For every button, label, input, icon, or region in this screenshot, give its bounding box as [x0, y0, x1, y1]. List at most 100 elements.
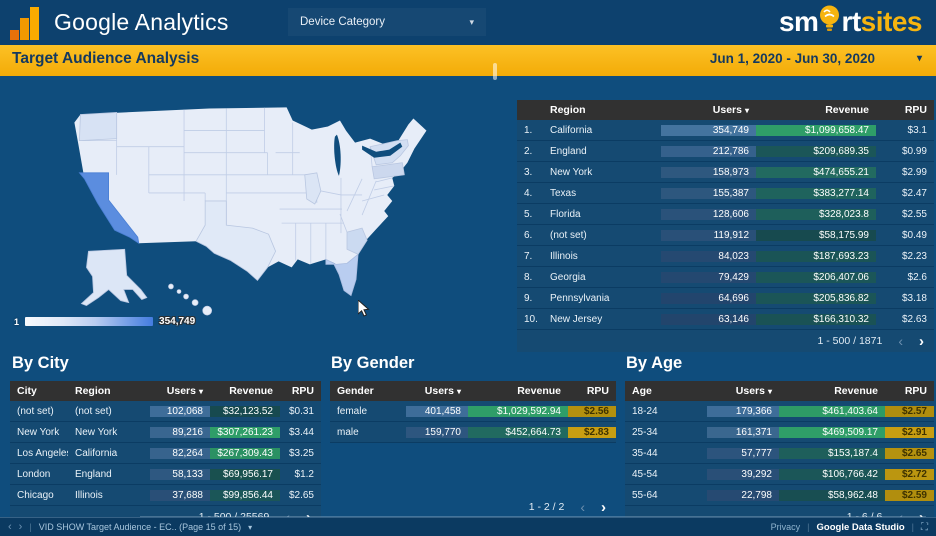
col-users[interactable]: Users ▾	[424, 385, 461, 397]
state-florida[interactable]	[325, 253, 359, 297]
state-hawaii[interactable]	[168, 283, 213, 316]
cell-users: 82,264	[150, 447, 210, 459]
cell-users: 63,146	[661, 313, 756, 325]
cell-rpu: $3.25	[288, 447, 314, 459]
cell-rpu: $2.57	[885, 405, 934, 417]
city-table-header: City Region Users ▾ Revenue RPU	[10, 381, 321, 401]
cell-revenue: $206,407.06	[756, 271, 876, 283]
by-age-title: By Age	[626, 354, 683, 372]
report-page-selector[interactable]: VID SHOW Target Audience - EC.. (Page 15…	[38, 522, 242, 532]
table-row: 8. Georgia 79,429 $206,407.06 $2.6	[517, 267, 934, 288]
date-range-picker[interactable]: Jun 1, 2020 - Jun 30, 2020 ▾	[710, 51, 922, 66]
col-revenue[interactable]: Revenue	[834, 385, 878, 397]
col-region[interactable]: Region	[75, 385, 111, 397]
state-illinois[interactable]	[304, 172, 322, 205]
lightbulb-icon	[820, 5, 840, 31]
prev-report-page-icon[interactable]: ‹	[8, 520, 12, 533]
prev-page-icon[interactable]: ‹	[898, 333, 903, 349]
table-row: 10. New Jersey 63,146 $166,310.32 $2.63	[517, 309, 934, 330]
gender-table-body: female 401,458 $1,029,592.94 $2.56 male …	[330, 401, 616, 443]
cell-city: Chicago	[17, 489, 54, 501]
cell-rank: 5.	[524, 208, 533, 220]
col-rpu[interactable]: RPU	[904, 104, 927, 116]
cell-rank: 8.	[524, 271, 533, 283]
state-california[interactable]	[78, 172, 140, 245]
table-row: 45-54 39,292 $106,766.42 $2.72	[625, 464, 934, 485]
col-rpu[interactable]: RPU	[904, 385, 927, 397]
cell-gender: male	[337, 426, 359, 438]
col-revenue[interactable]: Revenue	[517, 385, 561, 397]
sort-desc-icon: ▾	[456, 387, 461, 396]
cell-rpu: $2.99	[901, 166, 927, 178]
state-washington[interactable]	[79, 112, 118, 142]
cell-revenue: $58,175.99	[756, 229, 876, 241]
cell-city: (not set)	[17, 405, 54, 417]
col-city[interactable]: City	[17, 385, 37, 397]
col-region[interactable]: Region	[550, 104, 586, 116]
cell-users: 39,292	[707, 468, 779, 480]
col-users[interactable]: Users ▾	[166, 385, 203, 397]
cell-revenue: $69,956.17	[210, 468, 280, 480]
fullscreen-icon[interactable]: ⛶	[921, 521, 928, 533]
region-table-body: 1. California 354,749 $1,099,658.47 $3.1…	[517, 120, 934, 330]
col-revenue[interactable]: Revenue	[229, 385, 273, 397]
cell-rpu: $2.59	[885, 489, 934, 501]
state-georgia[interactable]	[346, 227, 368, 255]
cell-rpu: $3.18	[901, 292, 927, 304]
cell-users: 102,068	[150, 405, 210, 417]
cell-rpu: $3.1	[907, 124, 927, 136]
table-row: female 401,458 $1,029,592.94 $2.56	[330, 401, 616, 422]
cell-revenue: $452,664.73	[468, 426, 568, 438]
cell-revenue: $106,766.42	[779, 468, 885, 480]
table-row: Los Angeles California 82,264 $267,309.4…	[10, 443, 321, 464]
next-report-page-icon[interactable]: ›	[18, 520, 23, 533]
cell-region: New York	[75, 426, 118, 438]
cell-users: 37,688	[150, 489, 210, 501]
privacy-link[interactable]: Privacy	[770, 522, 801, 532]
device-category-filter[interactable]: Device Category ▾	[288, 8, 486, 36]
legend-max-value: 354,749	[159, 316, 196, 327]
col-gender[interactable]: Gender	[337, 385, 374, 397]
state-pennsylvania[interactable]	[371, 162, 405, 180]
chevron-down-icon: ▾	[916, 53, 922, 64]
cell-users: 64,696	[661, 292, 756, 304]
next-page-icon[interactable]: ›	[919, 332, 924, 350]
prev-page-icon[interactable]: ‹	[580, 499, 585, 515]
cell-rank: 4.	[524, 187, 533, 199]
cell-rank: 3.	[524, 166, 533, 178]
table-row: (not set) (not set) 102,068 $32,123.52 $…	[10, 401, 321, 422]
cell-revenue: $205,836.82	[756, 292, 876, 304]
cell-rpu: $2.83	[568, 426, 616, 438]
state-alaska[interactable]	[80, 248, 148, 307]
next-page-icon[interactable]: ›	[601, 498, 606, 516]
state-texas[interactable]	[195, 200, 277, 282]
lake-michigan	[334, 134, 341, 176]
google-data-studio-link[interactable]: Google Data Studio	[816, 521, 905, 533]
cell-users: 89,216	[150, 426, 210, 438]
cell-city: New York	[17, 426, 60, 438]
cell-rpu: $1.2	[294, 468, 314, 480]
sort-desc-icon: ▾	[767, 387, 772, 396]
cell-region: Illinois	[550, 250, 578, 262]
gender-table: Gender Users ▾ Revenue RPU female 401,458…	[330, 381, 616, 518]
horizontal-scrollbar[interactable]	[140, 516, 926, 517]
col-users[interactable]: Users ▾	[735, 385, 772, 397]
divider: |	[29, 522, 32, 532]
col-users[interactable]: Users ▾	[712, 104, 749, 116]
region-table-header: Region Users ▾ Revenue RPU	[517, 100, 934, 120]
us-choropleth-map[interactable]	[8, 82, 516, 324]
col-revenue[interactable]: Revenue	[825, 104, 869, 116]
col-rpu[interactable]: RPU	[586, 385, 609, 397]
table-row: 7. Illinois 84,023 $187,693.23 $2.23	[517, 246, 934, 267]
cell-revenue: $32,123.52	[210, 405, 280, 417]
cell-region: England	[550, 145, 587, 157]
cell-users: 58,133	[150, 468, 210, 480]
col-age[interactable]: Age	[632, 385, 652, 397]
cell-gender: female	[337, 405, 368, 417]
gender-table-header: Gender Users ▾ Revenue RPU	[330, 381, 616, 401]
col-rpu[interactable]: RPU	[291, 385, 314, 397]
cell-users: 354,749	[661, 124, 756, 136]
cell-rpu: $0.49	[901, 229, 927, 241]
cell-users: 401,458	[406, 405, 468, 417]
cell-revenue: $153,187.4	[779, 447, 885, 459]
